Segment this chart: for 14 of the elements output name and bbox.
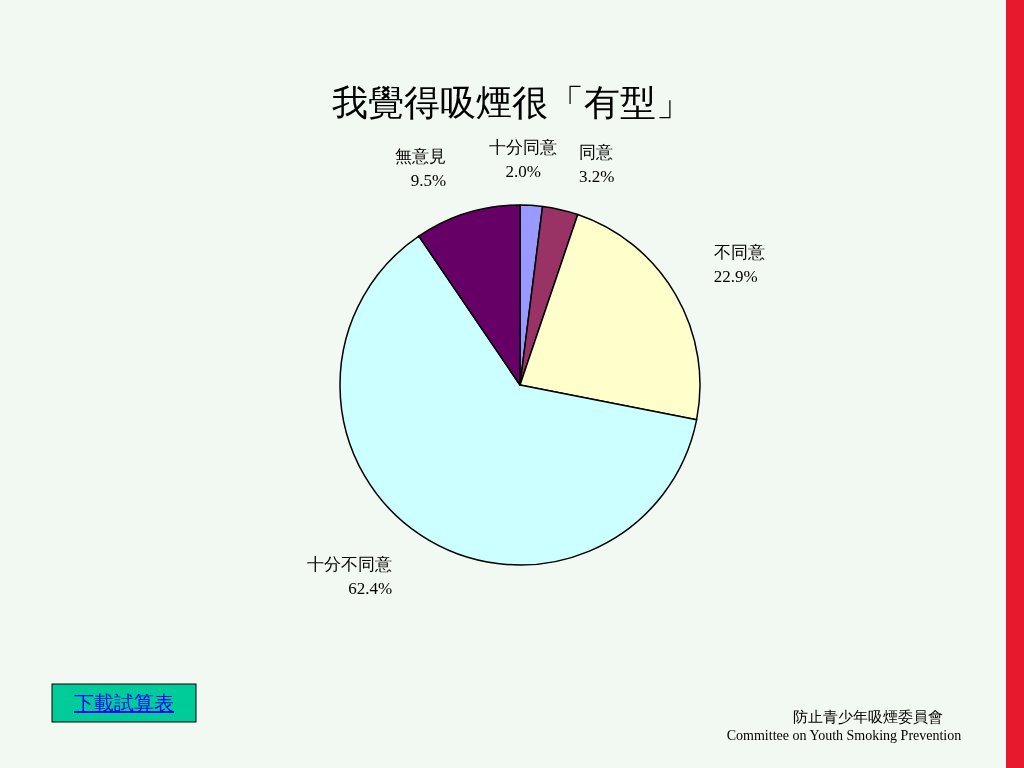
slice-label: 十分同意 (489, 138, 558, 158)
slice-label: 同意 (579, 143, 614, 163)
chart-title: 我覺得吸煙很「有型」 (332, 82, 692, 123)
data-label: 22.9% (713, 266, 758, 286)
slice-label: 十分不同意 (307, 555, 393, 575)
data-label: 3.2% (579, 167, 615, 187)
slice-label: 無意見 (395, 147, 447, 167)
data-label: 62.4% (348, 579, 393, 599)
text: Committee on Youth Smoking Prevention (726, 728, 962, 743)
data-label: 9.5% (410, 171, 447, 191)
text: 下載試算表 (74, 692, 174, 714)
data-label: 2.0% (505, 162, 541, 182)
slice-label: 不同意 (713, 242, 765, 262)
text: 防止青少年吸煙委員會 (793, 708, 943, 726)
